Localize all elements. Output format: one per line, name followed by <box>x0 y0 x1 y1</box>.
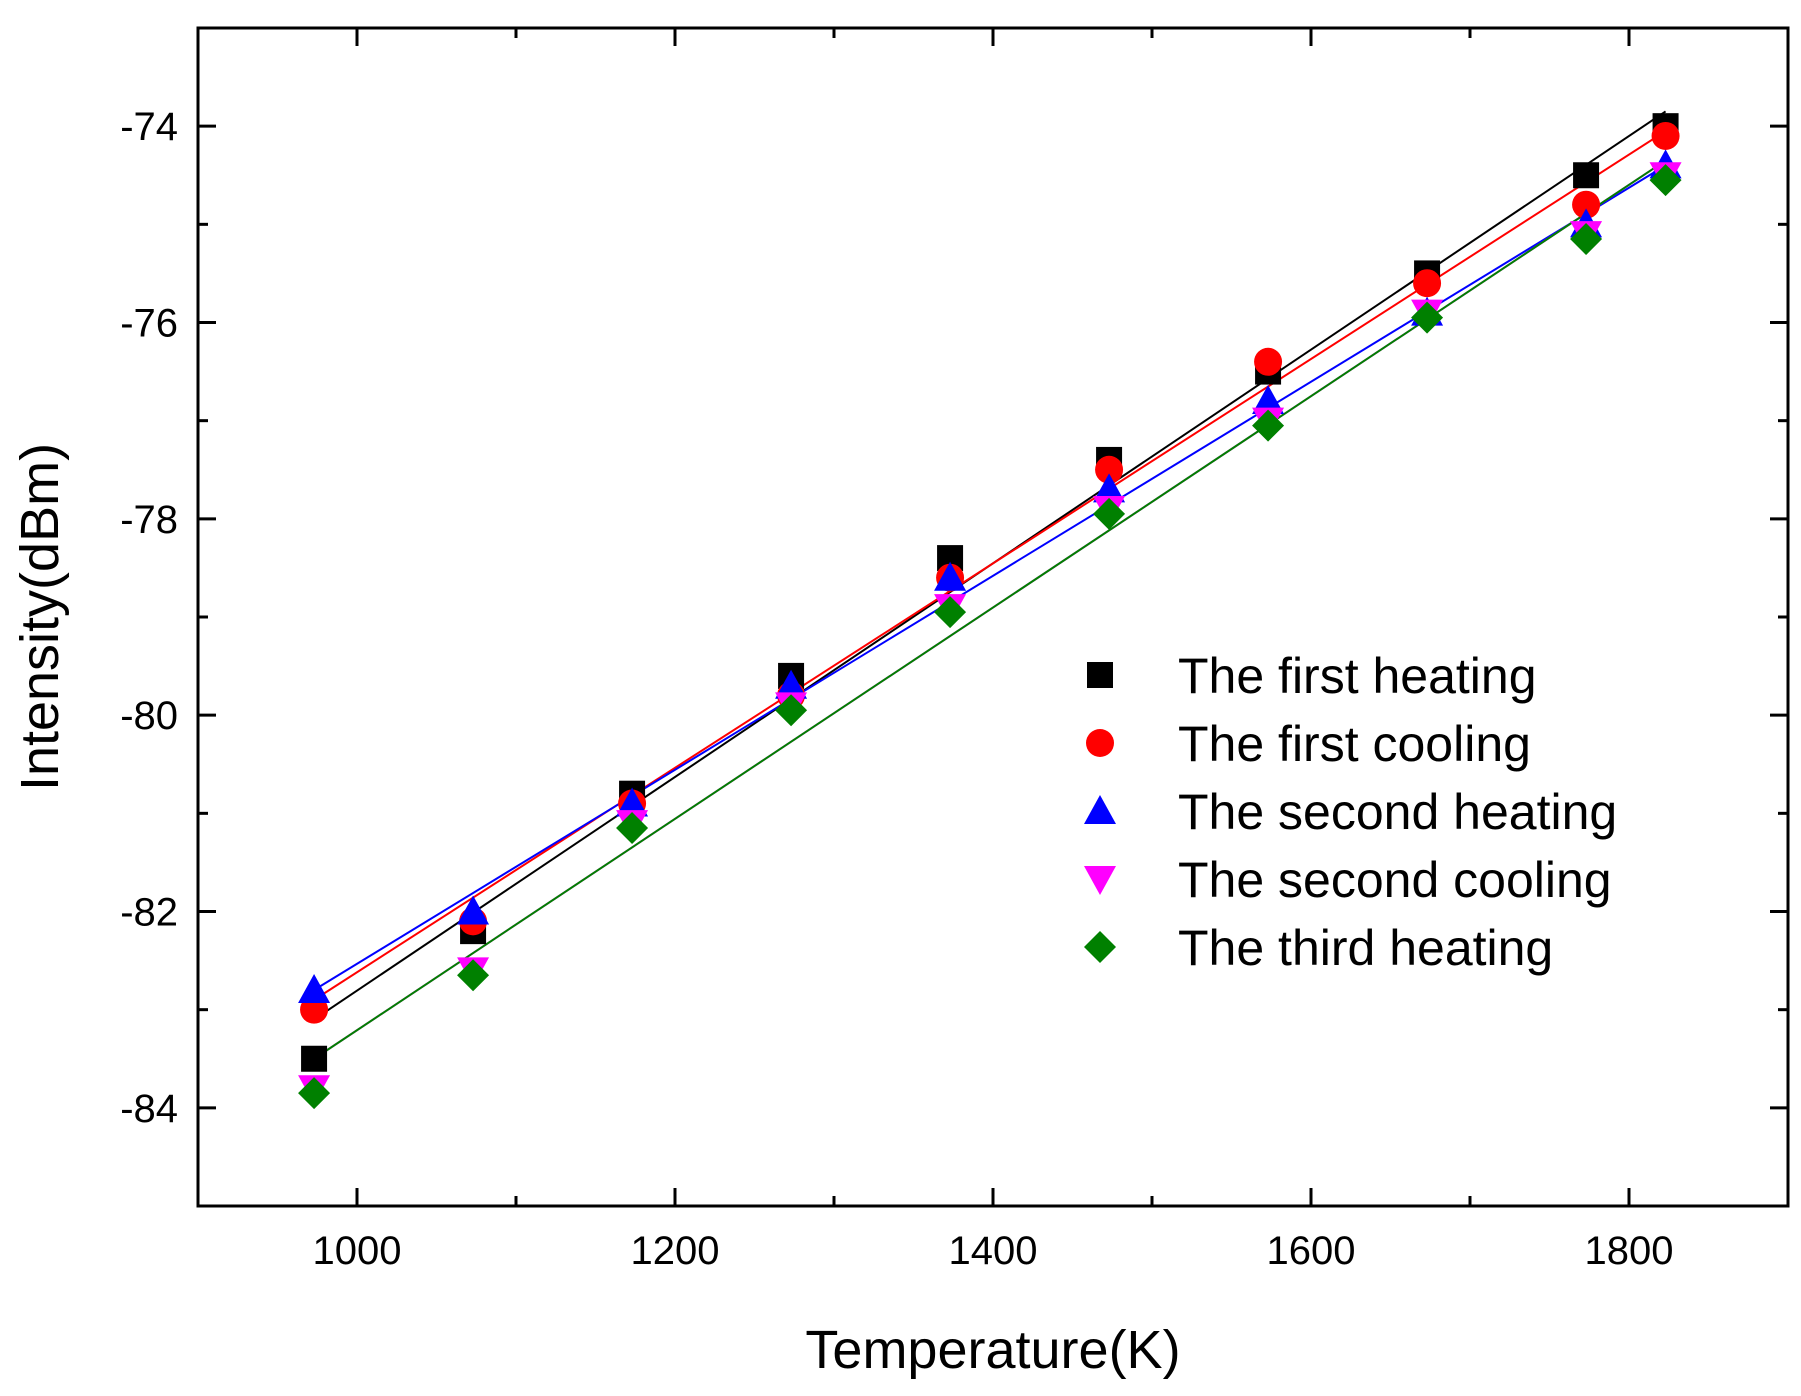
legend-item-the-first-heating: The first heating <box>1087 648 1537 704</box>
legend-item-the-second-cooling: The second cooling <box>1084 852 1612 908</box>
legend-label-the-second-cooling: The second cooling <box>1178 852 1612 908</box>
data-point-the-first-cooling <box>1572 190 1601 219</box>
x-tick-label: 1400 <box>949 1229 1038 1273</box>
data-point-the-third-heating <box>1570 223 1603 256</box>
legend-label-the-first-cooling: The first cooling <box>1178 716 1531 772</box>
data-point-the-first-heating <box>301 1045 328 1072</box>
legend: The first heating The first cooling The se… <box>1084 648 1617 976</box>
legend-label-the-first-heating: The first heating <box>1178 648 1537 704</box>
fit-line-the-first-cooling <box>313 130 1667 1001</box>
data-point-the-second-heating <box>1093 473 1126 503</box>
x-tick-label: 1800 <box>1585 1229 1674 1273</box>
legend-marker-the-second-heating <box>1084 795 1116 824</box>
legend-item-the-second-heating: The second heating <box>1084 784 1617 840</box>
data-point-the-first-cooling <box>1095 455 1124 484</box>
y-tick-label: -78 <box>120 498 178 542</box>
data-point-the-third-heating <box>457 959 490 992</box>
series-the-third-heating <box>298 164 1682 1110</box>
legend-marker-the-first-heating <box>1087 662 1113 688</box>
data-point-the-second-heating <box>457 895 490 925</box>
data-point-the-second-heating <box>298 974 331 1004</box>
y-tick-label: -74 <box>120 105 178 149</box>
legend-item-the-third-heating: The third heating <box>1084 920 1553 976</box>
x-tick-label: 1000 <box>313 1229 402 1273</box>
data-point-the-first-cooling <box>1254 347 1283 376</box>
data-point-the-second-heating <box>616 787 649 817</box>
y-tick-label: -80 <box>120 694 178 738</box>
data-point-the-second-heating <box>1252 385 1285 415</box>
data-point-the-second-heating <box>934 561 967 591</box>
data-point-the-third-heating <box>1093 497 1126 530</box>
y-tick-label: -76 <box>120 302 178 346</box>
data-point-the-third-heating <box>1411 301 1444 334</box>
fit-lines-layer <box>313 110 1667 1060</box>
data-point-the-first-cooling <box>1651 121 1680 150</box>
data-point-the-third-heating <box>934 596 967 629</box>
y-tick-label: -84 <box>120 1087 178 1131</box>
legend-marker-the-first-cooling <box>1086 729 1114 757</box>
legend-item-the-first-cooling: The first cooling <box>1086 716 1531 772</box>
data-point-the-third-heating <box>1649 164 1682 197</box>
data-point-the-second-heating <box>775 669 808 699</box>
fit-line-the-third-heating <box>313 159 1667 1060</box>
data-point-the-third-heating <box>616 812 649 845</box>
data-point-the-third-heating <box>775 694 808 727</box>
x-tick-label: 1600 <box>1267 1229 1356 1273</box>
y-axis-title: Intensity(dBm) <box>10 443 70 791</box>
x-tick-label: 1200 <box>631 1229 720 1273</box>
legend-marker-the-second-cooling <box>1084 866 1116 895</box>
legend-label-the-second-heating: The second heating <box>1178 784 1617 840</box>
data-point-the-first-cooling <box>1413 269 1442 298</box>
ticks-layer: 1000 1200 1400 1600 1800 -84 -82 -80 -78 -76 -74 <box>120 28 1788 1273</box>
x-axis-title: Temperature(K) <box>805 1320 1180 1380</box>
data-point-the-third-heating <box>1252 409 1285 442</box>
y-tick-label: -82 <box>120 891 178 935</box>
data-points-layer <box>298 113 1682 1110</box>
data-point-the-first-heating <box>1573 162 1600 189</box>
legend-marker-the-third-heating <box>1084 931 1116 963</box>
legend-label-the-third-heating: The third heating <box>1178 920 1553 976</box>
data-point-the-third-heating <box>298 1077 331 1110</box>
